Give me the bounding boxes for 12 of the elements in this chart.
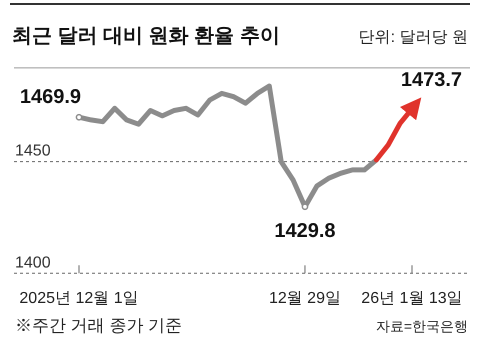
text: ※주간 거래 종가 기준	[15, 316, 182, 335]
data-label: 1469.9	[20, 86, 81, 108]
data-label: 1429.8	[274, 220, 336, 242]
chart-subtitle: 단위: 달러당 원	[358, 29, 468, 46]
x-tick-label: 12월 29일	[268, 290, 341, 307]
y-tick-label: 1400	[15, 254, 51, 272]
x-tick-label: 2025년 12월 1일	[19, 290, 139, 307]
data-label: 1473.7	[400, 68, 462, 91]
y-tick-label: 1450	[15, 142, 51, 160]
text: 자료=한국은행	[376, 318, 468, 334]
chart-title: 최근 달러 대비 원화 환율 추이	[12, 25, 280, 47]
x-tick-label: 26년 1월 13일	[361, 290, 463, 307]
